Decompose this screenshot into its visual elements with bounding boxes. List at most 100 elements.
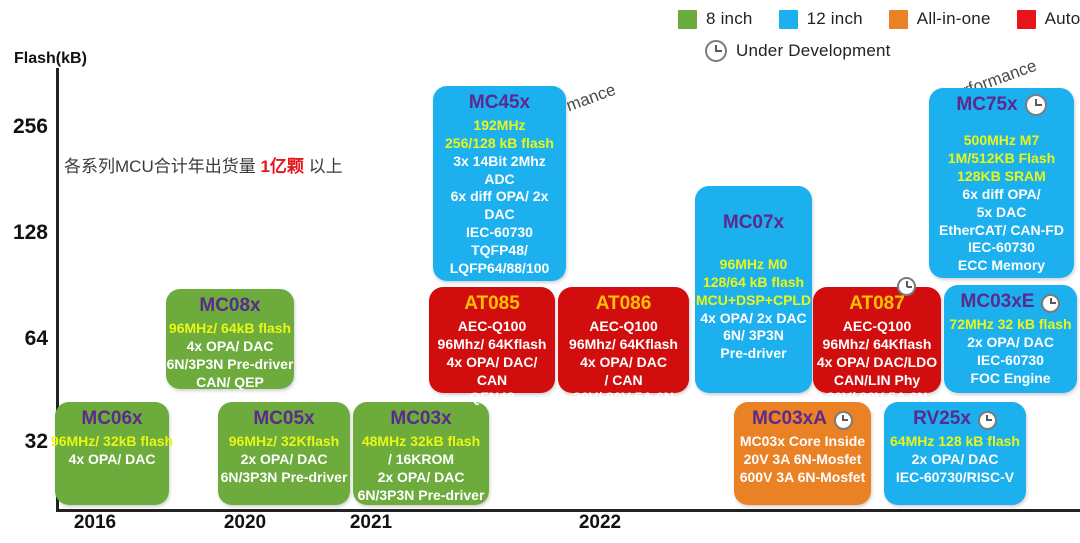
x-tick-2021: 2021 xyxy=(349,512,393,533)
square-swatch-icon xyxy=(678,9,697,29)
shipment-note-prefix: 各系列MCU合计年出货量 xyxy=(64,157,261,176)
x-tick-2020: 2020 xyxy=(223,512,267,533)
legend: 8 inch 12 inch All-in-one Automobile xyxy=(678,9,1080,29)
square-swatch-icon xyxy=(778,9,798,29)
card-spec: IEC-60730 xyxy=(977,351,1044,368)
card-title-row: MC45x xyxy=(469,92,530,117)
card-spec: FOC Engine xyxy=(970,369,1051,386)
card-at085[interactable]: AT085 AEC-Q100 96Mhz/ 64Kflash 4x OPA/ D… xyxy=(429,287,555,405)
legend-label: Under Development xyxy=(736,41,891,60)
y-tick-32: 32 xyxy=(24,430,48,453)
card-spec: 6x diff OPA/ xyxy=(962,185,1041,202)
card-spec: 96Mhz/ 64Kflash xyxy=(437,335,547,352)
card-title-row: MC03xA xyxy=(752,408,853,433)
card-mc07x[interactable]: MC07x 96MHz M0 128/64 kB flash MCU+DSP+C… xyxy=(695,186,812,393)
legend-item-all-in-one: All-in-one xyxy=(888,9,991,29)
legend-item-automobile: Automobile xyxy=(1016,9,1080,29)
legend-label: 8 inch xyxy=(706,9,753,28)
y-tick-128: 128 xyxy=(12,221,48,244)
x-axis-line xyxy=(56,509,1080,512)
card-spec: 4x OPA/ DAC/ xyxy=(446,353,538,370)
shipment-note: 各系列MCU合计年出货量 1亿颗 以上 xyxy=(64,152,343,177)
card-spec: 2x OPA/ DAC xyxy=(240,450,328,467)
card-mc03x[interactable]: MC03x 48MHz 32kB flash / 16KROM 2x OPA/ … xyxy=(353,402,489,505)
card-spec: 128/64 kB flash xyxy=(702,273,805,290)
square-swatch-icon xyxy=(888,9,908,29)
card-spec: 20V 3A 6N-Mosfet xyxy=(743,450,862,467)
card-mc75x[interactable]: MC75x 500MHz M7 1M/512KB Flash 128KB SRA… xyxy=(929,88,1074,278)
legend-item-12-inch: 12 inch xyxy=(778,9,863,29)
card-mc03xe[interactable]: MC03xE 72MHz 32 kB flash 2x OPA/ DAC IEC… xyxy=(944,285,1077,393)
card-title-row: AT087 xyxy=(849,293,905,318)
clock-icon-rv25x xyxy=(977,410,997,430)
card-spec: CAN/LIN Phy xyxy=(833,371,921,388)
card-spec: 4x OPA/ DAC xyxy=(68,450,156,467)
y-tick-256: 256 xyxy=(12,115,48,138)
y-axis-line xyxy=(56,68,59,511)
card-mc08x[interactable]: MC08x 96MHz/ 64kB flash 4x OPA/ DAC 6N/3… xyxy=(166,289,294,390)
card-spec: / CAN xyxy=(604,371,643,388)
square-swatch-icon xyxy=(1016,9,1036,29)
card-spec: 600V 3A 6N-Mosfet xyxy=(739,468,866,485)
card-title-row: MC05x xyxy=(253,408,314,433)
card-spec: DAC xyxy=(484,206,515,223)
card-at086[interactable]: AT086 AEC-Q100 96Mhz/ 64Kflash 4x OPA/ D… xyxy=(558,287,689,405)
card-spec: IEC-60730 xyxy=(466,224,533,241)
card-spec: 20V/ 80V 5A 6N xyxy=(826,389,928,406)
card-spec: MCU+DSP+CPLD xyxy=(695,291,812,308)
card-spec: 96MHz M0 xyxy=(719,255,788,272)
card-spec: AEC-Q100 xyxy=(457,317,527,334)
card-spec: 1M/512KB Flash xyxy=(947,149,1056,166)
y-axis-title: Flash(kB) xyxy=(14,50,87,67)
card-title-row: MC03xE xyxy=(961,291,1061,316)
card-title-row: MC75x xyxy=(956,94,1047,116)
clock-icon-mc03xe xyxy=(1041,293,1061,313)
card-spec: 48MHz 32kB flash xyxy=(361,432,481,449)
card-title-row: MC08x xyxy=(199,295,260,320)
card-mc45x[interactable]: MC45x 192MHz 256/128 kB flash 3x 14Bit 2… xyxy=(433,86,566,281)
card-title: MC03xA xyxy=(752,408,827,429)
card-mc03xa[interactable]: MC03xA MC03x Core Inside 20V 3A 6N-Mosfe… xyxy=(734,402,871,505)
card-title-row: AT086 xyxy=(596,293,652,318)
card-spec: IEC-60730/RISC-V xyxy=(895,468,1015,485)
card-spec: 256/128 kB flash xyxy=(445,134,554,151)
card-spec: AEC-Q100 xyxy=(842,317,912,334)
card-spec: 96MHz/ 32kB flash xyxy=(50,432,174,449)
card-spec: LQFP64/88/100 xyxy=(449,260,550,277)
card-spec: Pre-driver xyxy=(720,345,787,362)
clock-icon-mc75x xyxy=(1024,94,1047,116)
card-title: MC06x xyxy=(81,408,143,429)
card-spec: 6N/3P3N Pre-driver xyxy=(220,468,348,485)
card-spec: IEC-60730 xyxy=(968,239,1035,256)
card-spec: 128KB SRAM xyxy=(957,167,1046,184)
card-spec: 4x OPA/ DAC xyxy=(186,337,274,354)
card-title-row: MC06x xyxy=(81,408,142,433)
x-tick-2022: 2022 xyxy=(578,512,622,533)
card-title: MC45x xyxy=(468,92,531,113)
card-mc06x[interactable]: MC06x 96MHz/ 32kB flash 4x OPA/ DAC xyxy=(51,402,173,505)
card-spec: 6N/3P3N Pre-driver xyxy=(166,355,294,372)
card-spec: 72MHz 32 kB flash xyxy=(949,315,1072,332)
shipment-note-highlight: 1亿颗 xyxy=(260,157,304,176)
card-spec: 6N/3P3N Pre-driver xyxy=(357,486,485,503)
card-title-row: RV25x xyxy=(913,408,997,433)
legend-label: Automobile xyxy=(1044,9,1080,28)
card-spec: 2x OPA/ DAC xyxy=(967,333,1054,350)
card-rv25x[interactable]: RV25x 64MHz 128 kB flash 2x OPA/ DAC IEC… xyxy=(884,402,1026,505)
card-title: MC07x xyxy=(722,212,785,233)
card-spec: 500MHz M7 xyxy=(963,132,1040,148)
shipment-note-suffix: 以上 xyxy=(303,157,343,176)
card-spec: 96Mhz/ 64Kflash xyxy=(569,335,678,352)
card-spec: 4x OPA/ DAC xyxy=(580,353,667,370)
clock-icon xyxy=(705,40,727,62)
legend-label: All-in-one xyxy=(916,9,991,28)
legend-label: 12 inch xyxy=(806,9,863,28)
card-title: MC75x xyxy=(956,94,1018,116)
card-mc05x[interactable]: MC05x 96MHz/ 32Kflash 2x OPA/ DAC 6N/3P3… xyxy=(218,402,350,505)
card-at087[interactable]: AT087 AEC-Q100 96Mhz/ 64Kflash 4x OPA/ D… xyxy=(813,287,941,405)
card-title: AT087 xyxy=(849,293,905,314)
card-title: AT086 xyxy=(595,293,652,314)
card-spec: TQFP48/ xyxy=(471,242,528,259)
card-spec: 96Mhz/ 64Kflash xyxy=(822,335,932,352)
